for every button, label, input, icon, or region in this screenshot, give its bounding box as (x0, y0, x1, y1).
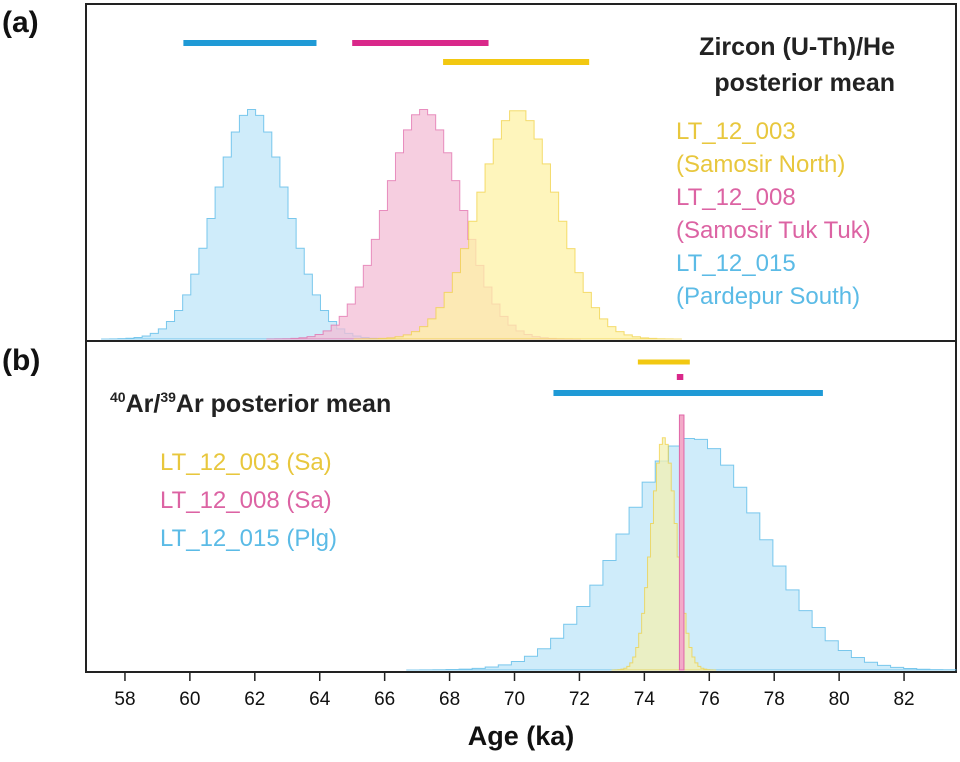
legend-a-lt12015: LT_12_015 (676, 250, 796, 277)
hist-b-lt12003 (611, 437, 717, 671)
panel-b-frame (85, 340, 957, 673)
legend-a-lt12008: LT_12_008 (676, 184, 796, 211)
panel-b-plot (406, 359, 957, 671)
x-tick-label-64: 64 (309, 689, 331, 710)
x-tick-label-72: 72 (569, 689, 590, 710)
x-tick-label-58: 58 (114, 689, 135, 710)
legend-a-lt12015-site: (Pardepur South) (676, 283, 860, 310)
x-tick-label-70: 70 (504, 689, 525, 710)
legend-b-lt12008: LT_12_008 (Sa) (160, 487, 332, 514)
legend-a-lt12003: LT_12_003 (676, 118, 796, 145)
legend-b-lt12015: LT_12_015 (Plg) (160, 525, 337, 552)
x-tick-label-80: 80 (829, 689, 850, 710)
x-tick-label-68: 68 (439, 689, 460, 710)
x-tick-label-62: 62 (244, 689, 265, 710)
legend-b-lt12003: LT_12_003 (Sa) (160, 449, 332, 476)
x-tick-label-82: 82 (893, 689, 914, 710)
panel-a-label: (a) (2, 6, 39, 39)
hist-a-lt12003 (353, 110, 682, 340)
x-tick-label-60: 60 (179, 689, 200, 710)
x-tick-label-76: 76 (699, 689, 720, 710)
legend-a-lt12008-site: (Samosir Tuk Tuk) (676, 217, 871, 244)
panel-a-legend: LT_12_003 (Samosir North) LT_12_008 (Sam… (676, 118, 871, 310)
panel-a-plot (101, 40, 682, 340)
panel-b-legend: LT_12_003 (Sa) LT_12_008 (Sa) LT_12_015 … (160, 449, 337, 552)
panel-a-title-line1: Zircon (U-Th)/He (699, 33, 895, 61)
panel-b-title: 40Ar/39Ar posterior mean (110, 389, 391, 418)
x-tick-label-78: 78 (764, 689, 785, 710)
panel-b-label: (b) (2, 344, 40, 377)
x-tick-label-74: 74 (634, 689, 656, 710)
panel-a-title-line2: posterior mean (714, 69, 895, 97)
x-tick-label-66: 66 (374, 689, 395, 710)
hist-b-lt12008 (678, 414, 685, 671)
x-axis-title: Age (ka) (468, 721, 575, 751)
x-axis: 58 60 62 64 66 68 70 72 74 76 78 80 82 (114, 672, 915, 710)
legend-a-lt12003-site: (Samosir North) (676, 151, 845, 178)
